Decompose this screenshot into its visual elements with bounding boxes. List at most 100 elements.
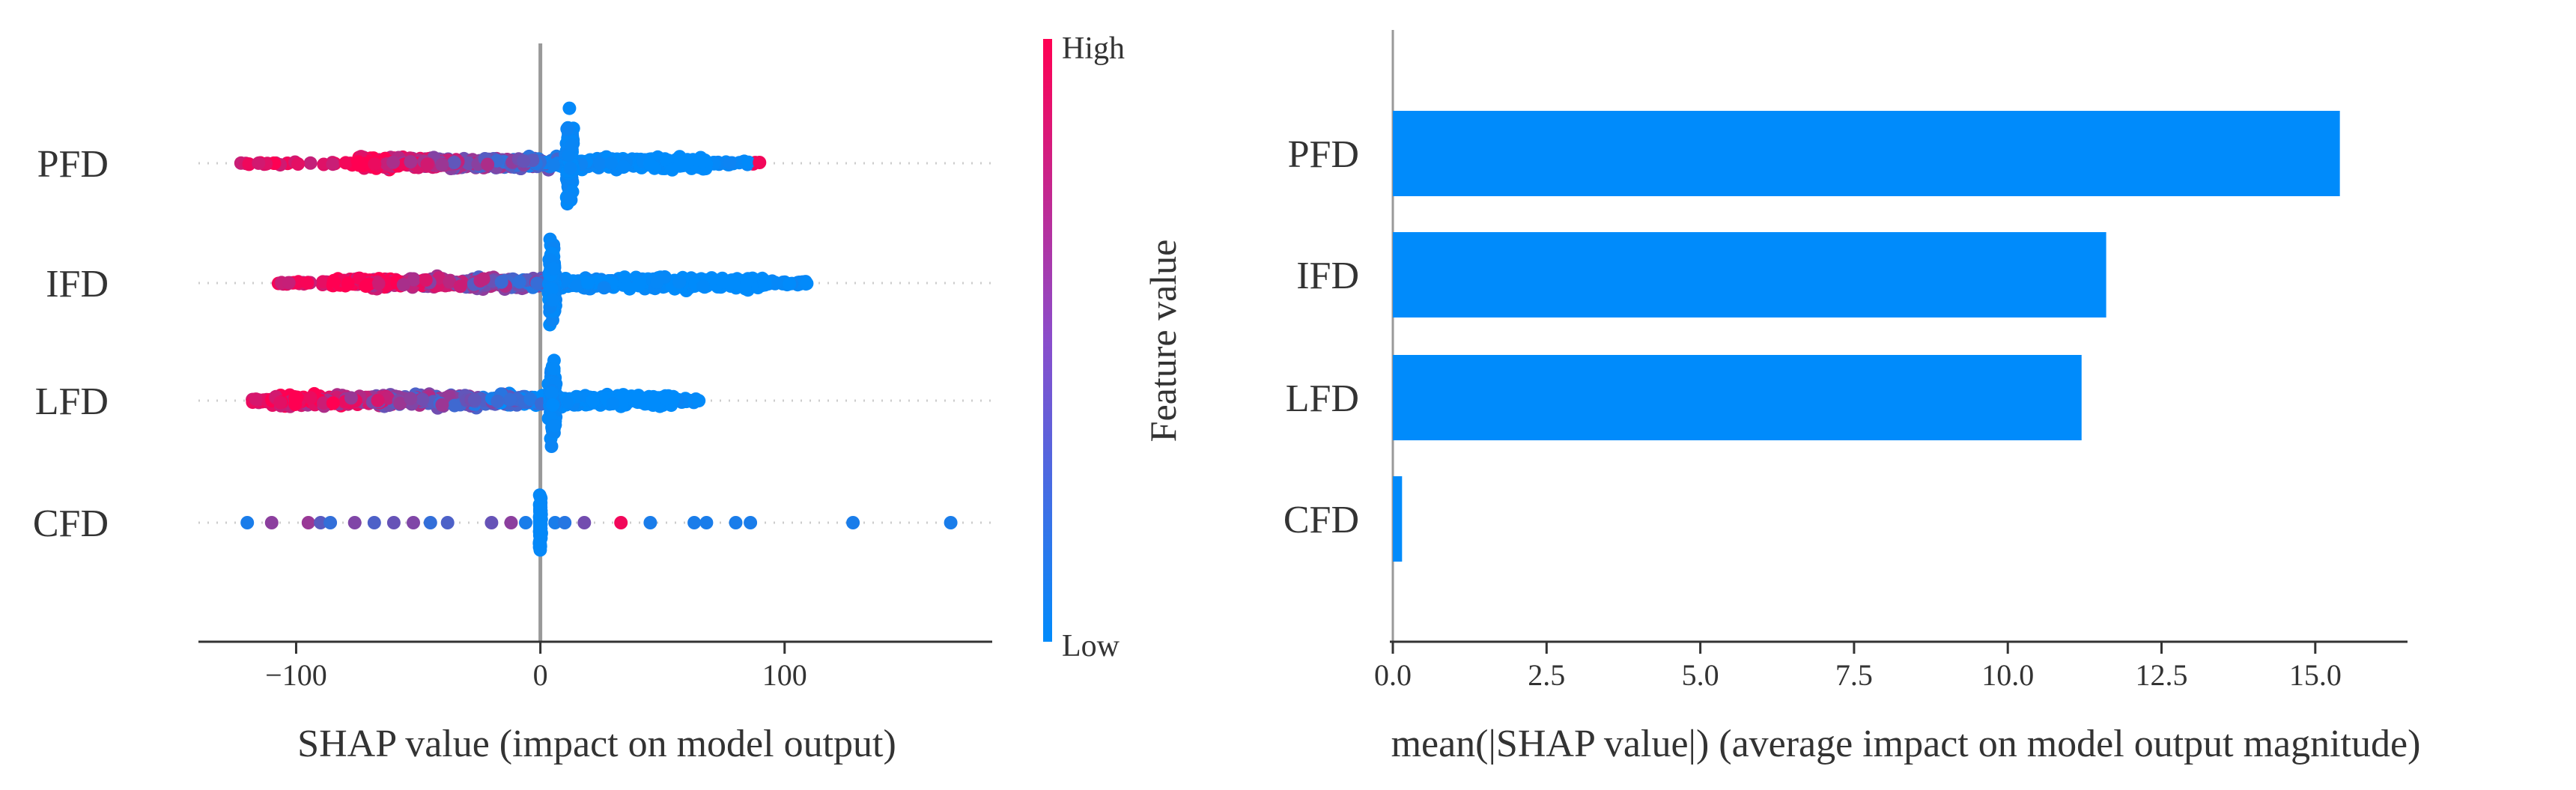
shap-point-lfd — [490, 395, 505, 408]
shap-point-cfd — [504, 516, 518, 529]
beeswarm-feature-labels: PFD IFD LFD CFD — [33, 143, 109, 545]
shap-point-lfd — [547, 419, 562, 433]
beeswarm-feature-label-lfd: LFD — [35, 380, 109, 423]
shap-point-ifd — [632, 279, 645, 293]
shap-point-pfd — [386, 155, 401, 169]
shap-point-pfd — [562, 191, 576, 205]
shap-point-ifd — [371, 276, 386, 291]
shap-point-pfd — [517, 154, 531, 168]
shap-point-lfd — [435, 398, 449, 412]
shap-point-ifd — [300, 276, 315, 290]
shap-point-cfd — [386, 516, 401, 529]
shap-point-lfd — [658, 392, 672, 406]
shap-point-lfd — [586, 394, 600, 407]
shap-point-ifd — [512, 275, 526, 289]
shap-point-lfd — [393, 396, 407, 410]
shap-point-lfd — [544, 440, 559, 453]
colorbar-low-label: Low — [1062, 629, 1120, 663]
shap-point-cfd — [484, 516, 499, 529]
shap-point-pfd — [351, 155, 365, 169]
shap-point-cfd — [643, 516, 657, 529]
shap-point-pfd — [291, 157, 305, 171]
shap-point-pfd — [435, 158, 449, 171]
bar-chart-category-label-ifd: IFD — [1296, 255, 1359, 297]
shap-point-pfd — [481, 157, 495, 171]
shap-point-cfd — [519, 516, 532, 529]
shap-point-ifd — [359, 279, 373, 294]
shap-point-pfd — [741, 155, 756, 169]
bar-ifd — [1393, 232, 2106, 317]
shap-point-lfd — [326, 396, 340, 410]
shap-point-cfd — [944, 516, 958, 529]
bar-chart-category-label-lfd: LFD — [1286, 377, 1359, 420]
beeswarm-points — [234, 101, 958, 557]
shap-point-lfd — [606, 396, 620, 410]
shap-point-cfd — [533, 520, 547, 534]
shap-point-ifd — [494, 275, 508, 289]
bar-pfd — [1393, 111, 2340, 196]
bar-chart-x-axis-title: mean(|SHAP value|) (average impact on mo… — [1391, 723, 2421, 765]
beeswarm-row-guides — [198, 162, 992, 524]
shap-point-pfd — [368, 157, 382, 171]
shap-point-pfd — [562, 148, 576, 162]
shap-point-lfd — [523, 392, 538, 406]
shap-point-lfd — [448, 398, 461, 413]
beeswarm-x-tick-label: −100 — [265, 658, 327, 692]
shap-point-cfd — [744, 516, 758, 529]
shap-point-pfd — [616, 160, 631, 174]
shap-point-cfd — [440, 516, 455, 529]
shap-point-lfd — [645, 393, 659, 407]
shap-point-ifd — [327, 274, 341, 288]
bar-chart-x-tick-label: 2.5 — [1528, 658, 1565, 692]
beeswarm-feature-label-pfd: PFD — [37, 143, 109, 186]
shap-point-ifd — [672, 275, 687, 289]
shap-point-lfd — [416, 392, 430, 407]
shap-point-lfd — [560, 395, 574, 410]
shap-point-ifd — [316, 275, 330, 289]
shap-point-lfd — [546, 398, 560, 412]
shap-point-ifd — [768, 276, 783, 290]
bar-chart-x-tick-label: 12.5 — [2136, 658, 2188, 692]
shap-point-pfd — [593, 157, 607, 171]
shap-point-lfd — [547, 362, 561, 376]
shap-point-lfd — [249, 392, 263, 407]
shap-point-cfd — [423, 516, 437, 529]
shap-point-pfd — [753, 156, 767, 169]
bar-chart-x-ticks: 0.0 2.5 5.0 7.5 10.0 12.5 15.0 — [1374, 642, 2342, 692]
shap-point-ifd — [800, 276, 814, 291]
colorbar-gradient — [1043, 39, 1052, 642]
shap-point-pfd — [420, 157, 434, 171]
bar-chart-category-label-pfd: PFD — [1288, 133, 1359, 176]
bar-chart-x-tick-label: 0.0 — [1374, 658, 1412, 692]
beeswarm-feature-label-ifd: IFD — [46, 263, 109, 306]
shap-point-cfd — [729, 516, 743, 529]
shap-point-pfd — [326, 157, 340, 171]
shap-point-cfd — [347, 516, 362, 529]
shap-point-cfd — [614, 516, 628, 529]
beeswarm-x-ticks: −100 0 100 — [265, 642, 807, 692]
bar-chart-category-label-cfd: CFD — [1284, 499, 1359, 541]
shap-point-ifd — [341, 276, 355, 291]
shap-point-cfd — [301, 516, 315, 529]
shap-point-ifd — [453, 279, 467, 294]
shap-point-lfd — [303, 391, 318, 405]
shap-point-ifd — [476, 272, 490, 286]
bar-chart-x-tick-label: 7.5 — [1835, 658, 1873, 692]
shap-point-cfd — [558, 516, 572, 529]
shap-point-pfd — [447, 156, 461, 169]
shap-point-ifd — [419, 273, 433, 287]
shap-point-ifd — [282, 276, 296, 290]
bar-chart-x-tick-label: 5.0 — [1682, 658, 1719, 692]
shap-point-lfd — [317, 396, 330, 410]
shap-point-pfd — [565, 138, 580, 152]
shap-point-pfd — [546, 158, 560, 172]
beeswarm-feature-label-cfd: CFD — [33, 502, 109, 545]
shap-point-pfd — [563, 161, 577, 175]
shap-point-ifd — [544, 282, 559, 297]
shap-point-pfd — [338, 156, 353, 170]
bar-chart-x-tick-label: 10.0 — [1981, 658, 2034, 692]
shap-point-pfd — [723, 156, 737, 170]
shap-point-cfd — [577, 516, 592, 529]
beeswarm-x-tick-label: 100 — [762, 658, 807, 692]
shap-point-ifd — [726, 276, 741, 290]
